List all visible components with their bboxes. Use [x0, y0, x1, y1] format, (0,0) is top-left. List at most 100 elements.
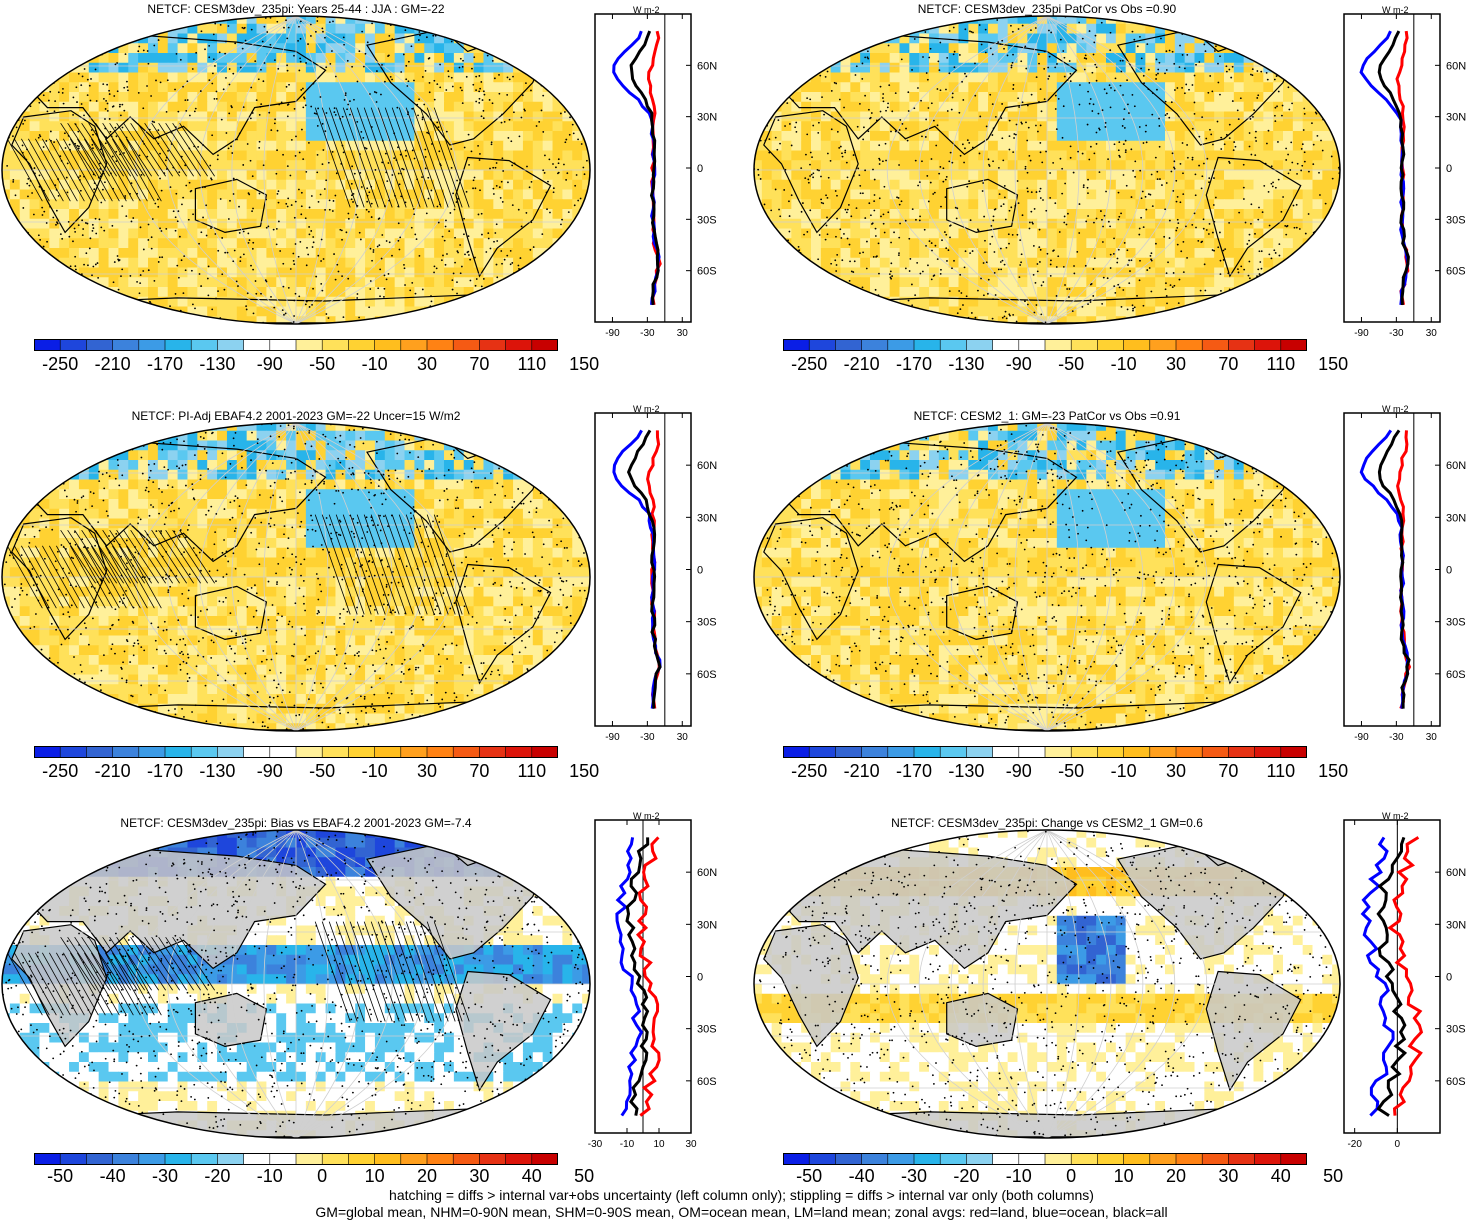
- zonal-lat-label: 60S: [1446, 669, 1466, 681]
- colorbar-tick-label: -10: [362, 354, 388, 375]
- colorbar-swatch: [217, 339, 245, 351]
- colorbar-tick-label: -130: [948, 761, 984, 782]
- map-frame: [753, 829, 1341, 1139]
- map-frame: [1, 15, 591, 325]
- colorbar-tick-label: -170: [147, 761, 183, 782]
- colorbar: [783, 339, 1307, 351]
- zonal-lat-label: 0: [697, 972, 703, 984]
- colorbar-swatch: [966, 1153, 994, 1165]
- colorbar-swatch: [1228, 746, 1256, 758]
- colorbar-tick-label: -50: [309, 354, 335, 375]
- colorbar-swatch: [452, 746, 481, 758]
- colorbar-tick-label: -130: [199, 761, 235, 782]
- colorbar-swatch: [217, 746, 245, 758]
- colorbar-labels: -250 -210 -170 -130 -90 -50 -10 30 70 110 150: [783, 354, 1348, 376]
- zonal-lat-label: 30S: [1446, 617, 1466, 629]
- colorbar-swatch: [479, 339, 507, 351]
- colorbar-swatch: [452, 1153, 481, 1165]
- colorbar-labels: -250 -210 -170 -130 -90 -50 -10 30 70 110 150: [34, 761, 599, 783]
- colorbar-swatch: [1201, 339, 1230, 351]
- colorbar-swatch: [783, 1153, 810, 1165]
- map-title: NETCF: CESM3dev_235pi PatCor vs Obs =0.9…: [752, 2, 1342, 16]
- colorbar-tick-label: -30: [901, 1166, 927, 1187]
- colorbar-swatch: [1097, 746, 1125, 758]
- colorbar-swatch: [887, 1153, 915, 1165]
- colorbar-swatch: [1018, 339, 1046, 351]
- colorbar-swatch: [1254, 1153, 1282, 1165]
- footer-legend: hatching = diffs > internal var+obs unce…: [0, 1187, 1483, 1221]
- colorbar-tick-label: 30: [1166, 761, 1186, 782]
- colorbar-tick-label: -10: [1111, 761, 1137, 782]
- colorbar-swatch: [34, 1153, 61, 1165]
- colorbar-swatch: [86, 746, 114, 758]
- zonal-frame: [1343, 13, 1441, 323]
- zonal-x-tick-label: -30: [588, 1139, 603, 1150]
- colorbar-tick-label: -130: [199, 354, 235, 375]
- colorbar-swatch: [243, 746, 271, 758]
- continent-outline: [1205, 970, 1302, 1092]
- zonal-mean-plot: W m-2 -90 -30 30 60N 30N 0 30S 60S: [1343, 405, 1466, 743]
- colorbar-swatch: [138, 1153, 166, 1165]
- map-frame: [753, 15, 1341, 325]
- colorbar-swatch: [426, 339, 454, 351]
- colorbar-swatch: [808, 1153, 837, 1165]
- colorbar: [34, 339, 558, 351]
- colorbar-swatch: [1175, 746, 1203, 758]
- colorbar-tick-label: -20: [953, 1166, 979, 1187]
- zonal-x-tick-label: 30: [677, 732, 689, 743]
- colorbar-tick-label: -30: [152, 1166, 178, 1187]
- colorbar-tick-label: 50: [1323, 1166, 1343, 1187]
- colorbar-tick-label: -250: [42, 354, 78, 375]
- colorbar-swatch: [992, 1153, 1020, 1165]
- colorbar-swatch: [1070, 1153, 1099, 1165]
- continent-outline: [194, 585, 268, 641]
- map-title: NETCF: CESM3dev_235pi: Change vs CESM2_1…: [752, 816, 1342, 830]
- colorbar-swatch: [348, 339, 376, 351]
- colorbar-swatch: [1123, 746, 1151, 758]
- colorbar-tick-label: 110: [1266, 761, 1295, 782]
- colorbar-labels: -250 -210 -170 -130 -90 -50 -10 30 70 110 150: [34, 354, 599, 376]
- colorbar-swatch: [400, 1153, 428, 1165]
- colorbar-swatch: [269, 746, 297, 758]
- zonal-frame: [594, 412, 692, 727]
- zonal-mean-line: [615, 837, 644, 1117]
- zonal-lat-label: 60S: [697, 266, 717, 278]
- colorbar-swatch: [86, 339, 114, 351]
- colorbar-swatch: [939, 1153, 967, 1165]
- colorbar-swatch: [348, 1153, 376, 1165]
- continent-outline: [11, 924, 108, 1048]
- map-title: NETCF: CESM3dev_235pi: Bias vs EBAF4.2 2…: [0, 816, 592, 830]
- colorbar-swatch: [164, 746, 192, 758]
- continent-outline: [455, 156, 552, 278]
- zonal-mean-line: [1377, 30, 1410, 305]
- zonal-unit-label: W m-2: [1382, 6, 1409, 15]
- colorbar-swatch: [426, 1153, 454, 1165]
- continent-outline: [194, 992, 268, 1048]
- map-title: NETCF: CESM2_1: GM=-23 PatCor vs Obs =0.…: [752, 409, 1342, 423]
- zonal-lat-label: 60S: [1446, 266, 1466, 278]
- colorbar-swatch: [939, 339, 967, 351]
- colorbar: [783, 746, 1307, 758]
- colorbar-swatch: [861, 1153, 889, 1165]
- colorbar-swatch: [1228, 339, 1256, 351]
- zonal-x-tick-label: 10: [653, 1139, 665, 1150]
- colorbar-swatch: [1175, 1153, 1203, 1165]
- colorbar-tick-label: -20: [204, 1166, 230, 1187]
- global-map: [1, 422, 591, 732]
- colorbar-swatch: [913, 1153, 941, 1165]
- colorbar-swatch: [164, 339, 192, 351]
- zonal-unit-label: W m-2: [1382, 812, 1409, 821]
- zonal-mean-line: [635, 836, 661, 1117]
- continent-outline: [763, 517, 859, 641]
- continent-outline: [763, 110, 859, 234]
- zonal-lat-label: 60N: [697, 460, 717, 472]
- colorbar-tick-label: 150: [1318, 354, 1348, 375]
- zonal-unit-label: W m-2: [633, 6, 660, 15]
- zonal-x-tick-label: -30: [640, 732, 655, 743]
- colorbar-swatch: [783, 339, 810, 351]
- colorbar-tick-label: -170: [896, 354, 932, 375]
- colorbar-tick-label: 150: [569, 761, 599, 782]
- map-frame: [753, 422, 1341, 732]
- colorbar-tick-label: 70: [1218, 354, 1238, 375]
- colorbar-swatch: [269, 339, 297, 351]
